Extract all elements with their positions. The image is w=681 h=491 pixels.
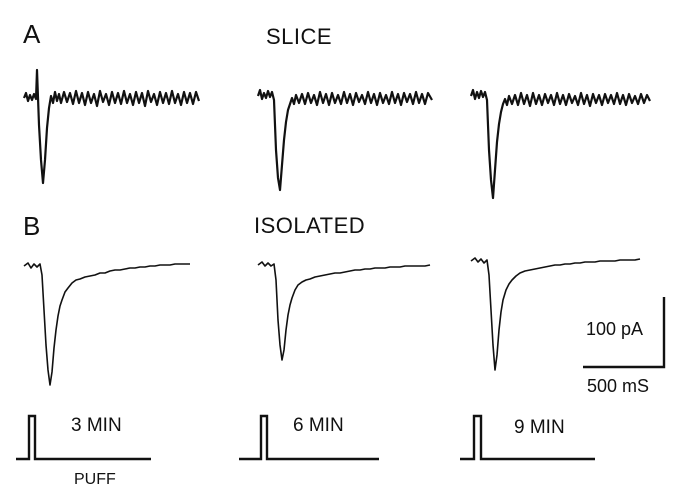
- trace-isolated-9min: [470, 257, 641, 371]
- trace-slice-9min: [469, 88, 651, 200]
- puff-pulse-6min: [239, 414, 379, 461]
- condition-title-isolated: ISOLATED: [254, 213, 366, 238]
- scale-bar: [583, 297, 666, 369]
- trace-isolated-3min: [23, 262, 190, 386]
- trace-isolated-6min: [257, 261, 431, 361]
- trace-slice-6min: [256, 88, 433, 192]
- puff-pulse-9min: [460, 414, 595, 461]
- scale-bar-time-label: 500 mS: [587, 376, 650, 396]
- puff-label: PUFF: [74, 471, 116, 488]
- timepoint-label-3min: 3 MIN: [71, 415, 122, 436]
- puff-pulse-3min: [16, 414, 151, 461]
- scale-bar-amplitude-label: 100 pA: [586, 319, 644, 339]
- timepoint-label-6min: 6 MIN: [293, 415, 344, 436]
- panel-letter-a: A: [23, 19, 41, 49]
- timepoint-label-9min: 9 MIN: [514, 417, 565, 438]
- panel-letter-b: B: [23, 211, 41, 241]
- trace-slice-3min: [22, 68, 201, 185]
- condition-title-slice: SLICE: [266, 24, 333, 49]
